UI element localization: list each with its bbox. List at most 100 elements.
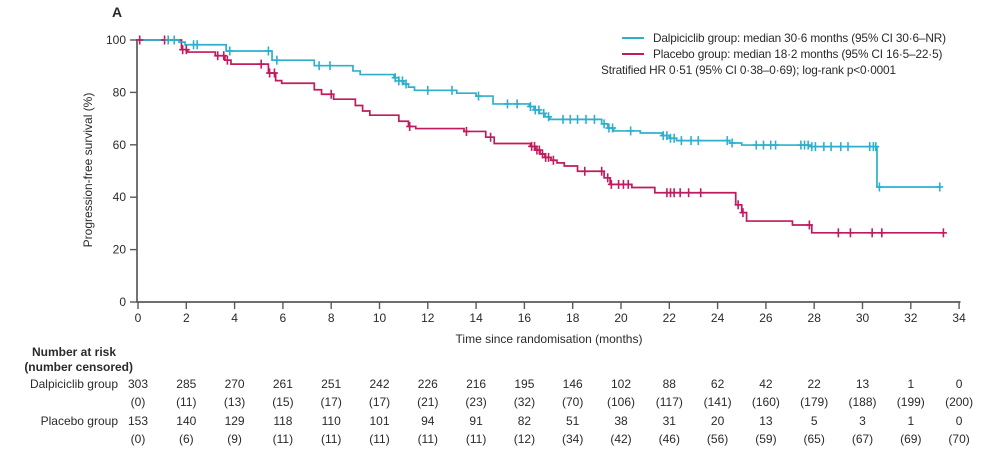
at-risk-value: 22 — [807, 377, 821, 391]
censored-value: (6) — [178, 432, 194, 446]
censor-marks-placebo — [136, 35, 947, 238]
censored-value: (9) — [227, 432, 242, 446]
legend-entry-placebo: Placebo group: median 18·2 months (95% C… — [601, 46, 946, 62]
censored-value: (11) — [176, 395, 197, 409]
censored-value: (160) — [751, 395, 780, 409]
x-tick-label: 34 — [952, 311, 966, 325]
censored-value: (199) — [896, 395, 925, 409]
at-risk-value: 251 — [321, 377, 342, 391]
at-risk-value: 0 — [955, 414, 963, 428]
legend-label-dalpiciclib: Dalpiciclib group: median 30·6 months (9… — [653, 31, 946, 45]
censored-value: (11) — [465, 432, 487, 446]
y-tick-label: 60 — [113, 138, 127, 152]
x-tick-label: 24 — [711, 311, 725, 325]
x-tick-label: 12 — [421, 311, 435, 325]
x-tick-label: 4 — [231, 311, 238, 325]
at-risk-value: 270 — [224, 377, 245, 391]
panel-label: A — [112, 4, 123, 20]
at-risk-value: 51 — [566, 414, 580, 428]
at-risk-value: 285 — [176, 377, 197, 391]
y-tick-label: 40 — [113, 190, 127, 204]
at-risk-value: 110 — [321, 414, 341, 428]
x-tick-label: 32 — [904, 311, 918, 325]
at-risk-value: 3 — [859, 414, 866, 428]
at-risk-value: 13 — [759, 414, 773, 428]
at-risk-value: 31 — [662, 414, 676, 428]
at-risk-value: 1 — [907, 414, 915, 428]
censored-value: (13) — [223, 395, 246, 409]
at-risk-value: 20 — [710, 414, 725, 428]
x-tick-label: 10 — [373, 311, 387, 325]
risk-table-group-label-placebo: Placebo group — [40, 414, 118, 428]
y-tick-label: 0 — [119, 295, 126, 309]
at-risk-value: 146 — [562, 377, 583, 391]
x-tick-label: 28 — [808, 311, 822, 325]
legend: Dalpiciclib group: median 30·6 months (9… — [601, 30, 946, 78]
at-risk-value: 0 — [955, 377, 963, 391]
at-risk-value: 118 — [273, 414, 293, 428]
censored-value: (11) — [320, 432, 342, 446]
risk-table-header-line1: Number at risk — [31, 345, 116, 359]
at-risk-value: 101 — [369, 414, 390, 428]
at-risk-value: 42 — [759, 377, 773, 391]
x-tick-label: 8 — [328, 311, 335, 325]
x-axis-title: Time since randomisation (months) — [455, 332, 643, 346]
x-tick-label: 18 — [566, 311, 580, 325]
censored-value: (200) — [945, 395, 974, 409]
y-tick-label: 80 — [113, 85, 127, 99]
legend-line-swatch-dalpiciclib-icon — [622, 37, 644, 39]
risk-table-group-label-dalpiciclib: Dalpiciclib group — [29, 377, 118, 391]
censored-value: (70) — [948, 432, 970, 446]
x-tick-label: 22 — [663, 311, 677, 325]
at-risk-value: 1 — [907, 377, 915, 391]
censored-value: (15) — [272, 395, 294, 409]
censored-value: (23) — [465, 395, 487, 409]
at-risk-value: 129 — [224, 414, 245, 428]
at-risk-value: 216 — [466, 377, 487, 391]
censored-value: (46) — [658, 432, 680, 446]
censored-value: (56) — [706, 432, 729, 446]
at-risk-value: 261 — [272, 377, 293, 391]
censored-value: (69) — [900, 432, 922, 446]
x-tick-label: 26 — [759, 311, 773, 325]
censored-value: (67) — [851, 432, 874, 446]
censored-value: (70) — [562, 395, 584, 409]
x-tick-label: 6 — [280, 311, 287, 325]
at-risk-value: 153 — [127, 414, 149, 428]
legend-stat-note: Stratified HR 0·51 (95% CI 0·38–0·69); l… — [601, 63, 896, 77]
risk-table-header-line2: (number censored) — [24, 360, 133, 374]
censored-value: (59) — [755, 432, 777, 446]
censored-value: (17) — [368, 395, 391, 409]
censored-value: (32) — [513, 395, 536, 409]
censored-value: (42) — [610, 432, 632, 446]
at-risk-value: 13 — [855, 377, 870, 391]
x-tick-label: 2 — [183, 311, 190, 325]
y-tick-label: 20 — [113, 243, 127, 257]
censor-marks-dalpiciclib — [164, 35, 944, 192]
x-tick-label: 16 — [518, 311, 532, 325]
at-risk-value: 38 — [614, 414, 628, 428]
censored-value: (11) — [272, 432, 294, 446]
at-risk-value: 102 — [610, 377, 632, 391]
censored-value: (11) — [369, 432, 390, 446]
legend-entry-dalpiciclib: Dalpiciclib group: median 30·6 months (9… — [601, 30, 946, 46]
censored-value: (21) — [417, 395, 439, 409]
at-risk-value: 195 — [514, 377, 535, 391]
legend-line-swatch-placebo-icon — [622, 53, 644, 55]
x-tick-label: 14 — [469, 311, 483, 325]
at-risk-value: 140 — [176, 414, 197, 428]
at-risk-value: 5 — [810, 414, 818, 428]
y-tick-label: 100 — [106, 33, 126, 47]
at-risk-value: 88 — [662, 377, 676, 391]
x-tick-label: 30 — [856, 311, 870, 325]
censored-value: (11) — [417, 432, 439, 446]
censored-value: (106) — [606, 395, 635, 409]
at-risk-value: 242 — [369, 377, 390, 391]
at-risk-value: 94 — [421, 414, 435, 428]
censored-value: (12) — [513, 432, 536, 446]
at-risk-value: 91 — [469, 414, 483, 428]
at-risk-value: 226 — [417, 377, 438, 391]
censored-value: (17) — [320, 395, 342, 409]
